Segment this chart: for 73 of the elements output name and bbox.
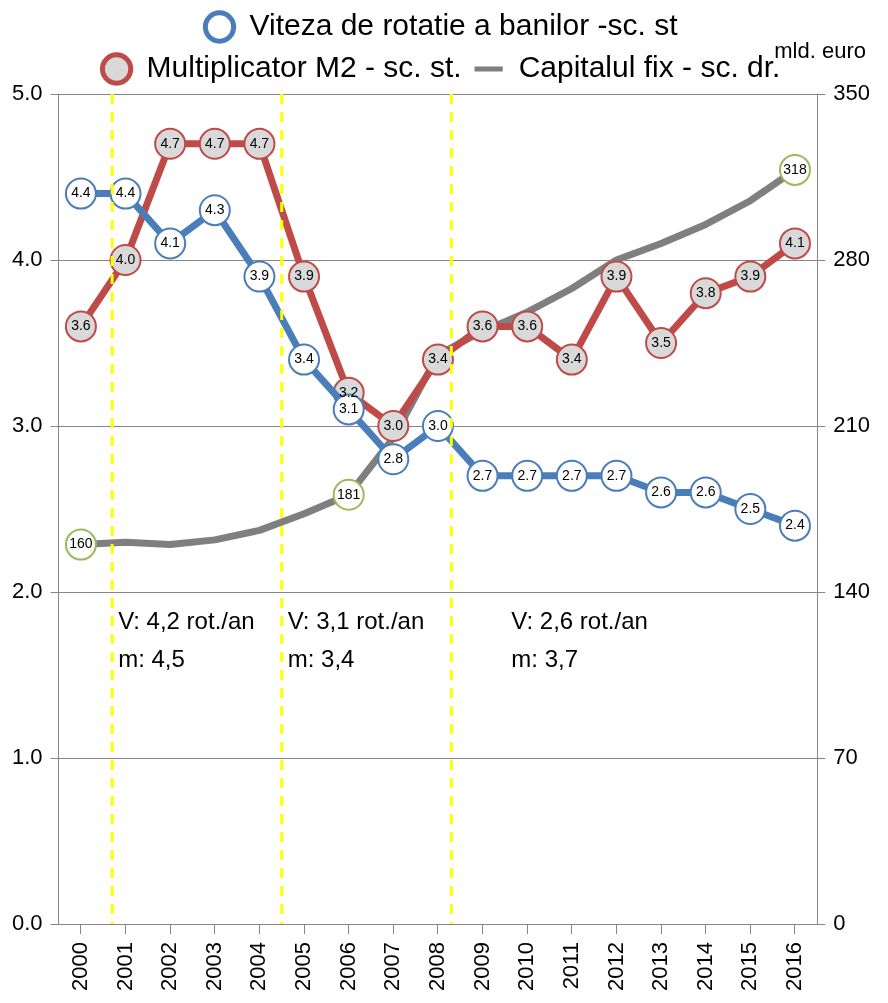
x-tick-label: 2015 xyxy=(736,942,762,992)
x-tick-label: 2010 xyxy=(513,942,539,992)
y2-tick-label: 350 xyxy=(833,80,871,106)
data-label: 2.5 xyxy=(740,499,761,516)
y2-tick-label: 140 xyxy=(833,578,871,604)
data-label: 318 xyxy=(783,160,807,177)
data-label: 2.4 xyxy=(785,516,805,533)
x-tick-label: 2003 xyxy=(200,942,226,992)
data-label: 2.7 xyxy=(517,466,538,483)
data-label: 4.7 xyxy=(160,134,181,151)
y-tick-label: 3.0 xyxy=(11,412,43,438)
data-label: 4.4 xyxy=(115,184,136,201)
x-tick-label: 2002 xyxy=(156,942,182,992)
y-tick-label: 5.0 xyxy=(11,80,43,106)
data-label: 3.6 xyxy=(472,317,493,334)
annotation: m: 3,4 xyxy=(287,644,355,672)
data-label: 3.8 xyxy=(695,284,716,301)
data-label: 3.4 xyxy=(562,350,582,367)
annotation: V: 2,6 rot./an xyxy=(511,606,648,634)
data-label: 3.6 xyxy=(517,317,538,334)
data-label: 2.8 xyxy=(383,450,404,467)
x-tick-label: 2004 xyxy=(245,942,271,992)
data-label: 4.0 xyxy=(115,250,136,267)
data-label: 2.7 xyxy=(606,466,627,483)
data-label: 4.4 xyxy=(71,184,91,201)
data-label: 3.9 xyxy=(740,267,761,284)
data-label: 4.3 xyxy=(205,201,225,218)
y2-tick-label: 280 xyxy=(833,246,871,272)
x-tick-label: 2001 xyxy=(111,942,137,992)
y2-tick-label: 0 xyxy=(833,910,846,936)
x-tick-label: 2012 xyxy=(602,942,628,992)
data-label: 2.6 xyxy=(651,483,672,500)
x-tick-label: 2016 xyxy=(781,942,807,992)
data-label: 4.7 xyxy=(205,134,225,151)
annotation: m: 3,7 xyxy=(511,644,579,672)
y-tick-label: 4.0 xyxy=(11,246,43,272)
y2-tick-label: 210 xyxy=(833,412,871,438)
y-tick-label: 1.0 xyxy=(11,744,43,770)
y-tick-label: 2.0 xyxy=(11,578,43,604)
x-tick-label: 2005 xyxy=(290,942,316,992)
data-label: 160 xyxy=(69,535,93,552)
data-label: 181 xyxy=(337,485,361,502)
data-label: 3.5 xyxy=(651,333,672,350)
x-tick-label: 2007 xyxy=(379,942,405,992)
annotation: V: 4,2 rot./an xyxy=(118,606,255,634)
y2-tick-label: 70 xyxy=(833,744,858,770)
data-label: 2.6 xyxy=(695,483,716,500)
data-label: 3.4 xyxy=(294,350,314,367)
data-label: 3.6 xyxy=(71,317,91,334)
x-tick-label: 2014 xyxy=(691,942,717,992)
data-label: 2.7 xyxy=(472,466,493,483)
data-label: 2.7 xyxy=(562,466,582,483)
x-tick-label: 2000 xyxy=(66,942,92,992)
data-label: 3.4 xyxy=(428,350,448,367)
data-label: 3.1 xyxy=(338,400,359,417)
data-label: 3.0 xyxy=(383,416,404,433)
legend-label: Viteza de rotatie a banilor -sc. st xyxy=(249,8,679,42)
y-tick-label: 0.0 xyxy=(11,910,43,936)
annotation: V: 3,1 rot./an xyxy=(287,606,425,634)
data-label: 4.1 xyxy=(785,234,805,251)
x-tick-label: 2008 xyxy=(424,942,449,992)
x-tick-label: 2013 xyxy=(647,942,673,992)
annotation: m: 4,5 xyxy=(118,644,185,672)
data-label: 4.7 xyxy=(249,134,270,151)
data-label: 4.1 xyxy=(160,234,181,251)
x-tick-label: 2006 xyxy=(334,942,360,992)
legend-label: Multiplicator M2 - sc. st. xyxy=(146,50,462,84)
data-label: 3.9 xyxy=(294,267,314,284)
x-tick-label: 2011 xyxy=(557,942,583,990)
data-label: 3.9 xyxy=(606,267,627,284)
x-tick-label: 2009 xyxy=(468,942,494,992)
data-label: 3.9 xyxy=(249,267,270,284)
data-label: 3.0 xyxy=(428,416,448,433)
